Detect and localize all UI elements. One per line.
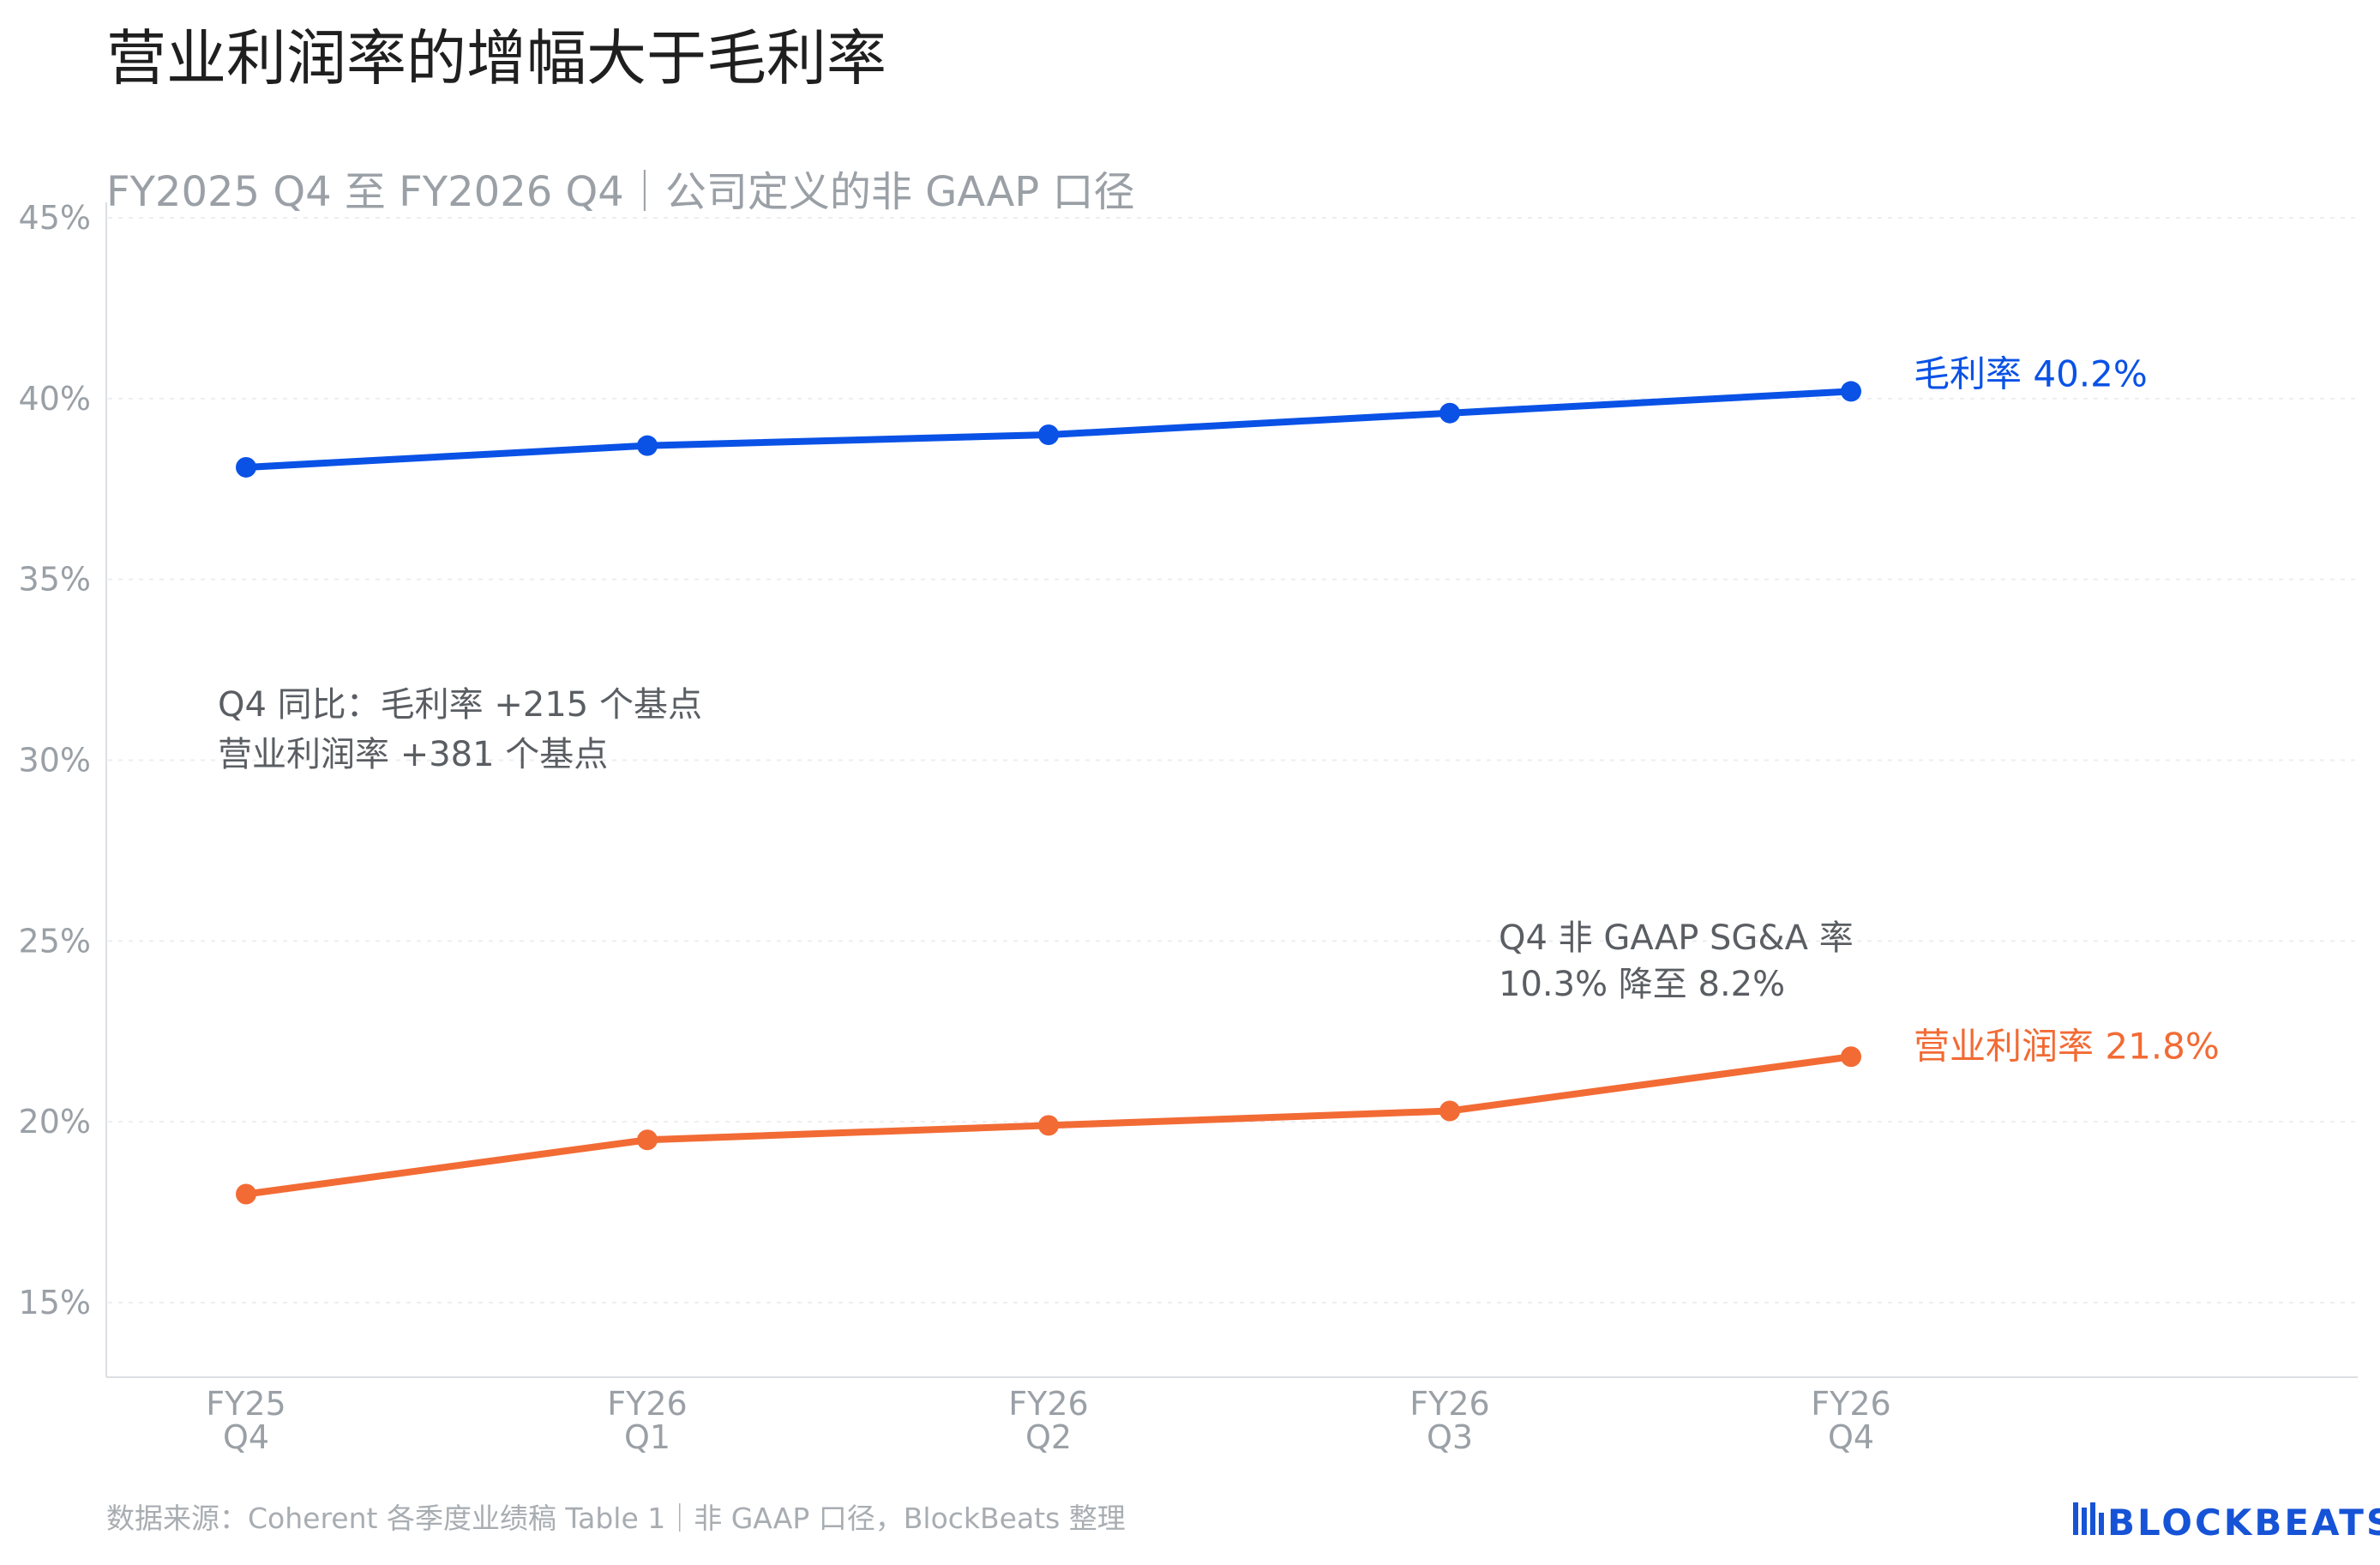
operating-margin-point-2	[1038, 1115, 1059, 1136]
x-tick-label-3-line2: Q3	[1427, 1418, 1473, 1456]
y-tick-label-25: 25%	[19, 922, 91, 960]
x-tick-label-0-line1: FY25	[206, 1385, 285, 1423]
y-tick-label-20: 20%	[19, 1103, 91, 1141]
operating-margin-point-1	[637, 1129, 658, 1151]
gross-margin-end-label: 毛利率 40.2%	[1914, 352, 2148, 394]
x-tick-label-0-line2: Q4	[223, 1418, 269, 1456]
chart-title: 营业利润率的增幅大于毛利率	[106, 23, 886, 93]
operating-margin-point-0	[236, 1183, 256, 1205]
gross-margin-point-1	[637, 435, 658, 456]
chart-subtitle: FY2025 Q4 至 FY2026 Q4｜公司定义的非 GAAP 口径	[106, 168, 1135, 216]
gross-margin-point-4	[1841, 381, 1861, 402]
series-layer: 毛利率 40.2% 营业利润率 21.8%	[236, 352, 2220, 1205]
y-tick-label-30: 30%	[19, 742, 91, 779]
y-axis-tick-labels: 15% 20% 25% 30% 35% 40% 45%	[19, 199, 91, 1321]
y-tick-label-40: 40%	[19, 380, 91, 418]
blockbeats-logo: BLOCKBEATS	[2073, 1502, 2380, 1544]
gross-margin-point-2	[1038, 424, 1059, 445]
y-tick-label-45: 45%	[19, 199, 91, 237]
y-tick-label-15: 15%	[19, 1284, 91, 1321]
x-tick-label-2-line2: Q2	[1025, 1418, 1072, 1456]
operating-margin-end-label: 营业利润率 21.8%	[1914, 1025, 2220, 1067]
operating-margin-point-4	[1841, 1046, 1861, 1068]
gross-margin-point-0	[236, 456, 256, 478]
x-tick-label-4-line1: FY26	[1811, 1385, 1890, 1423]
sga-annotation-line1: Q4 非 GAAP SG&A 率	[1499, 918, 1854, 958]
source-note: 数据来源：Coherent 各季度业绩稿 Table 1｜非 GAAP 口径，B…	[106, 1502, 1126, 1535]
blockbeats-logo-text: BLOCKBEATS	[2107, 1502, 2380, 1544]
x-tick-label-1-line1: FY26	[607, 1385, 687, 1423]
x-tick-label-1-line2: Q1	[624, 1418, 670, 1456]
x-tick-label-2-line1: FY26	[1008, 1385, 1088, 1423]
operating-margin-point-3	[1439, 1100, 1460, 1122]
y-tick-label-35: 35%	[19, 561, 91, 599]
x-tick-label-4-line2: Q4	[1828, 1418, 1874, 1456]
x-tick-label-3-line1: FY26	[1409, 1385, 1489, 1423]
blockbeats-logo-icon	[2073, 1502, 2104, 1535]
sga-annotation-line2: 10.3% 降至 8.2%	[1499, 965, 1785, 1004]
gross-margin-point-3	[1439, 402, 1460, 424]
yoy-annotation-line2: 营业利润率 +381 个基点	[218, 735, 608, 774]
yoy-annotation-line1: Q4 同比：毛利率 +215 个基点	[218, 685, 702, 725]
